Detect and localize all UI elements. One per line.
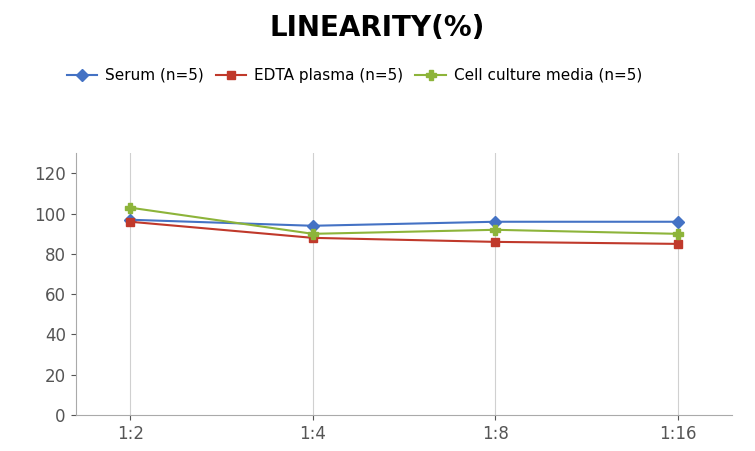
Text: LINEARITY(%): LINEARITY(%) — [270, 14, 485, 41]
EDTA plasma (n=5) — [491, 239, 500, 244]
Line: EDTA plasma (n=5): EDTA plasma (n=5) — [126, 217, 682, 248]
Line: Cell culture media (n=5): Cell culture media (n=5) — [125, 203, 683, 239]
EDTA plasma (n=5) — [308, 235, 317, 240]
Serum (n=5) — [308, 223, 317, 229]
Cell culture media (n=5) — [308, 231, 317, 236]
Cell culture media (n=5) — [125, 205, 135, 210]
Cell culture media (n=5) — [673, 231, 683, 236]
Serum (n=5) — [125, 217, 135, 222]
EDTA plasma (n=5) — [673, 241, 683, 247]
EDTA plasma (n=5) — [125, 219, 135, 225]
Legend: Serum (n=5), EDTA plasma (n=5), Cell culture media (n=5): Serum (n=5), EDTA plasma (n=5), Cell cul… — [60, 62, 648, 89]
Cell culture media (n=5) — [491, 227, 500, 233]
Serum (n=5) — [673, 219, 683, 225]
Serum (n=5) — [491, 219, 500, 225]
Line: Serum (n=5): Serum (n=5) — [126, 216, 682, 230]
